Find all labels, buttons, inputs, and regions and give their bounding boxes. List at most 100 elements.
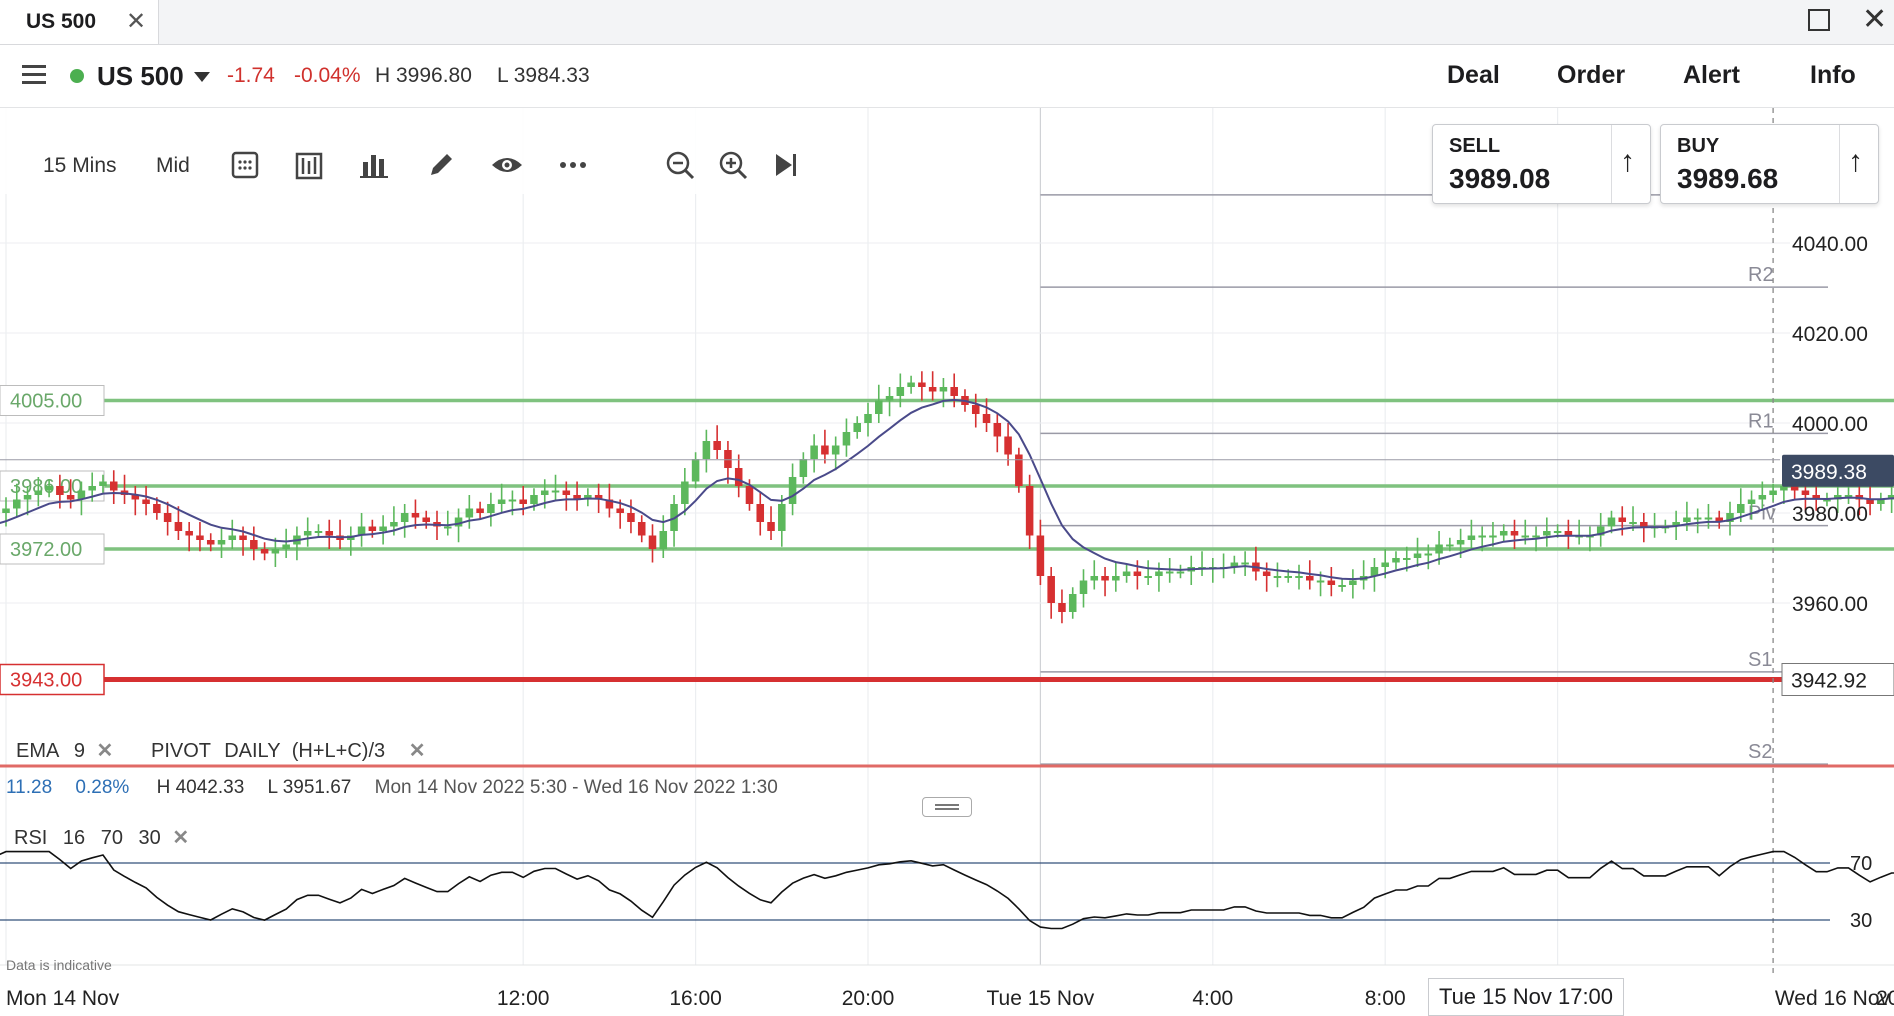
- interval-selector[interactable]: 15 Mins: [43, 154, 117, 177]
- chevron-down-icon[interactable]: [194, 72, 210, 82]
- candle-body: [109, 481, 118, 491]
- alert-label-box: [0, 663, 105, 696]
- support-label-box: [0, 533, 105, 565]
- data-disclaimer: Data is indicative: [6, 957, 112, 973]
- eye-icon[interactable]: [490, 148, 524, 182]
- order-button[interactable]: Order: [1557, 61, 1626, 89]
- candle-body: [282, 544, 290, 549]
- support-label-box: [0, 385, 105, 416]
- zoom-in-icon[interactable]: [716, 148, 750, 182]
- x-tick-label: 20:00: [842, 987, 895, 1010]
- candle-body: [918, 382, 926, 387]
- candle-body: [928, 387, 937, 392]
- candle-body: [1866, 499, 1874, 504]
- candle-body: [875, 400, 883, 414]
- candle-body: [627, 513, 635, 522]
- candle-body: [1068, 594, 1077, 612]
- pivot-name: PIVOT: [151, 740, 211, 762]
- candle-body: [778, 504, 786, 531]
- buy-price-button[interactable]: BUY 3989.68 ↑: [1660, 124, 1879, 204]
- candle-body: [691, 459, 700, 482]
- ema-legend[interactable]: EMA 9 ✕: [16, 738, 113, 763]
- deal-button[interactable]: Deal: [1447, 61, 1500, 89]
- x-tick-label: Mon 14 Nov: [6, 987, 120, 1010]
- candle-body: [767, 522, 775, 531]
- candle-body: [1489, 535, 1497, 538]
- sell-direction: ↑: [1611, 125, 1650, 203]
- candle-body: [239, 535, 247, 540]
- close-icon[interactable]: ✕: [408, 740, 426, 762]
- candle-body: [810, 445, 818, 459]
- hamburger-menu-icon[interactable]: [22, 65, 46, 68]
- candle-body: [1413, 553, 1422, 558]
- info-button[interactable]: Info: [1810, 61, 1856, 89]
- candle-body: [1349, 580, 1357, 585]
- candle-body: [1790, 486, 1799, 491]
- candle-body: [325, 531, 334, 536]
- instrument-name[interactable]: US 500: [97, 61, 184, 91]
- candle-body: [303, 531, 312, 536]
- candle-body: [1726, 513, 1734, 522]
- buy-label: BUY: [1677, 135, 1720, 157]
- candle-body: [1596, 526, 1605, 536]
- maximize-icon[interactable]: [1808, 9, 1830, 31]
- indicators-icon[interactable]: [357, 148, 391, 182]
- candle-body: [314, 531, 323, 533]
- candle-body: [1887, 495, 1894, 500]
- candle-body: [163, 513, 172, 522]
- rsi-lower: 30: [138, 827, 161, 849]
- alert-label: 3943.00: [10, 670, 82, 692]
- candle-body: [831, 445, 840, 455]
- candle-body: [1306, 576, 1314, 581]
- candle-body: [648, 535, 657, 549]
- candle-body: [1327, 580, 1336, 585]
- candle-body: [1553, 531, 1562, 533]
- rsi-period: 16: [62, 827, 86, 849]
- candle-body: [853, 423, 861, 432]
- chart-toolbar: 15 Mins Mid: [0, 108, 800, 194]
- rsi-legend[interactable]: RSI 16 70 30 ✕: [14, 825, 189, 850]
- pencil-icon[interactable]: [424, 148, 458, 182]
- chart-type-icon[interactable]: [292, 148, 326, 182]
- candle-body: [66, 495, 75, 500]
- sell-price-button[interactable]: SELL 3989.08 ↑: [1432, 124, 1651, 204]
- candle-body: [885, 396, 894, 401]
- zoom-out-icon[interactable]: [663, 148, 697, 182]
- pivot-legend[interactable]: PIVOT DAILY (H+L+C)/3 ✕: [151, 738, 425, 763]
- candle-body: [530, 495, 538, 504]
- pane-resize-handle[interactable]: [922, 797, 972, 817]
- candle-body: [1446, 544, 1454, 547]
- candle-body: [1823, 499, 1831, 502]
- candle-body: [1101, 576, 1109, 581]
- arrow-up-icon: ↑: [1848, 145, 1863, 178]
- close-icon[interactable]: ✕: [126, 8, 147, 35]
- pivot-label: R2: [1748, 264, 1774, 286]
- calendar-icon[interactable]: [228, 148, 262, 182]
- close-icon[interactable]: ✕: [96, 740, 114, 762]
- candle-body: [842, 432, 851, 446]
- y-tick-label: 3980.00: [1792, 503, 1868, 526]
- candle-body: [616, 508, 624, 513]
- alert-button[interactable]: Alert: [1683, 61, 1740, 89]
- crosshair-time-label: Tue 15 Nov 17:00: [1428, 978, 1624, 1016]
- candle-body: [864, 414, 872, 423]
- jump-to-latest-icon[interactable]: [768, 148, 802, 182]
- close-icon[interactable]: ✕: [1862, 3, 1888, 36]
- close-icon[interactable]: ✕: [172, 827, 190, 849]
- price-type-selector[interactable]: Mid: [156, 154, 190, 177]
- y-tick-label: 3960.00: [1792, 593, 1868, 616]
- candle-body: [1112, 576, 1120, 581]
- sell-label: SELL: [1449, 135, 1501, 157]
- candle-body: [971, 405, 980, 414]
- candle-body: [907, 382, 915, 387]
- more-options-icon[interactable]: [556, 148, 590, 182]
- candle-body: [1004, 436, 1012, 455]
- candle-body: [1262, 571, 1271, 576]
- candle-body: [1284, 576, 1292, 578]
- candle-body: [357, 526, 366, 536]
- candle-body: [1047, 576, 1055, 603]
- tab-us500[interactable]: US 500 ✕: [0, 0, 159, 44]
- candle-body: [551, 490, 560, 493]
- y-tick-label: 4000.00: [1792, 413, 1868, 436]
